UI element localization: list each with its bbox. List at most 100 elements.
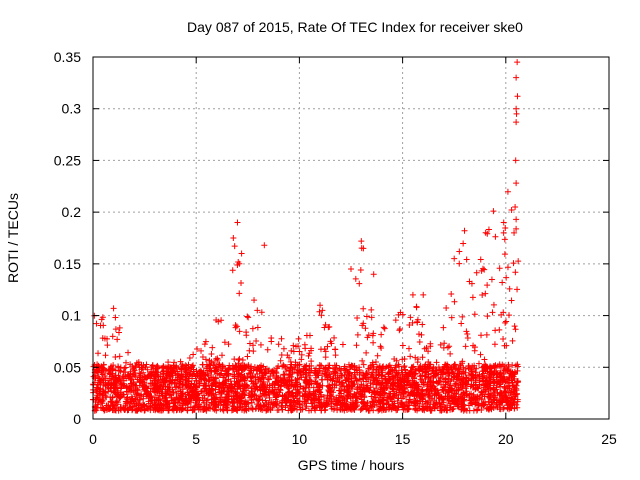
data-point <box>187 403 194 410</box>
data-point <box>326 382 333 389</box>
data-point <box>377 343 384 350</box>
data-point <box>110 380 117 387</box>
data-point <box>124 400 131 407</box>
data-point <box>148 368 155 375</box>
data-point <box>249 381 256 388</box>
data-point <box>321 373 328 380</box>
data-point <box>490 385 497 392</box>
data-point <box>275 386 282 393</box>
data-point <box>419 321 426 328</box>
data-point <box>352 400 359 407</box>
data-point <box>488 276 495 283</box>
data-point <box>492 327 499 334</box>
data-point <box>165 359 172 366</box>
data-point <box>210 374 217 381</box>
data-point <box>496 402 503 409</box>
data-point <box>175 388 182 395</box>
data-point <box>357 267 364 274</box>
data-point <box>385 370 392 377</box>
data-point <box>220 380 227 387</box>
data-point <box>396 325 403 332</box>
data-point <box>255 403 262 410</box>
data-point <box>299 401 306 408</box>
data-point <box>194 345 201 352</box>
data-point <box>477 256 484 263</box>
data-point <box>418 331 425 338</box>
data-point <box>201 341 208 348</box>
data-point <box>147 394 154 401</box>
data-point <box>463 256 470 263</box>
data-point <box>433 370 440 377</box>
data-point <box>514 361 521 368</box>
data-point <box>260 374 267 381</box>
data-point <box>420 291 427 298</box>
data-point <box>246 340 253 347</box>
data-point <box>255 393 262 400</box>
data-point <box>511 375 518 382</box>
data-point <box>456 260 463 267</box>
data-point <box>332 352 339 359</box>
data-point <box>395 380 402 387</box>
data-point <box>218 367 225 374</box>
data-point <box>484 313 491 320</box>
data-point <box>512 269 519 276</box>
data-point <box>419 354 426 361</box>
data-point <box>95 350 102 357</box>
y-tick-label: 0.35 <box>54 49 81 65</box>
data-point <box>202 385 209 392</box>
data-point <box>120 373 127 380</box>
data-point <box>162 390 169 397</box>
data-point <box>238 406 245 413</box>
data-point <box>478 407 485 414</box>
data-point <box>460 401 467 408</box>
data-point <box>451 298 458 305</box>
data-point <box>221 339 228 346</box>
data-point <box>459 394 466 401</box>
data-point <box>410 363 417 370</box>
data-point <box>513 110 520 117</box>
data-point <box>94 386 101 393</box>
data-point <box>133 391 140 398</box>
data-point <box>391 392 398 399</box>
data-point <box>379 397 386 404</box>
data-point <box>502 319 509 326</box>
data-point <box>489 309 496 316</box>
data-point <box>114 390 121 397</box>
data-point <box>130 371 137 378</box>
data-point <box>372 359 379 366</box>
data-point <box>483 331 490 338</box>
y-axis-title: ROTI / TECUs <box>5 193 21 283</box>
data-point <box>211 395 218 402</box>
plot-frame <box>92 56 610 420</box>
data-point <box>339 397 346 404</box>
data-point <box>302 345 309 352</box>
data-point <box>476 383 483 390</box>
data-point <box>344 395 351 402</box>
data-point <box>402 388 409 395</box>
data-point <box>503 274 510 281</box>
data-point <box>236 355 243 362</box>
data-point <box>444 362 451 369</box>
data-point <box>177 358 184 365</box>
data-point <box>459 376 466 383</box>
data-point <box>165 404 172 411</box>
data-point <box>154 402 161 409</box>
data-point <box>348 266 354 273</box>
data-point <box>407 314 414 321</box>
data-point <box>478 389 485 396</box>
data-point <box>341 383 348 390</box>
data-point <box>295 388 302 395</box>
data-point <box>354 314 361 321</box>
data-point <box>113 398 120 405</box>
data-point <box>395 369 402 376</box>
data-point <box>353 377 360 384</box>
y-tick-label: 0.3 <box>62 101 82 117</box>
data-point <box>302 377 309 384</box>
data-point <box>295 398 302 405</box>
data-point <box>360 245 367 252</box>
data-point <box>388 366 395 373</box>
data-point <box>100 322 107 329</box>
data-point <box>160 379 167 386</box>
data-point <box>282 364 289 371</box>
data-point <box>134 397 141 404</box>
